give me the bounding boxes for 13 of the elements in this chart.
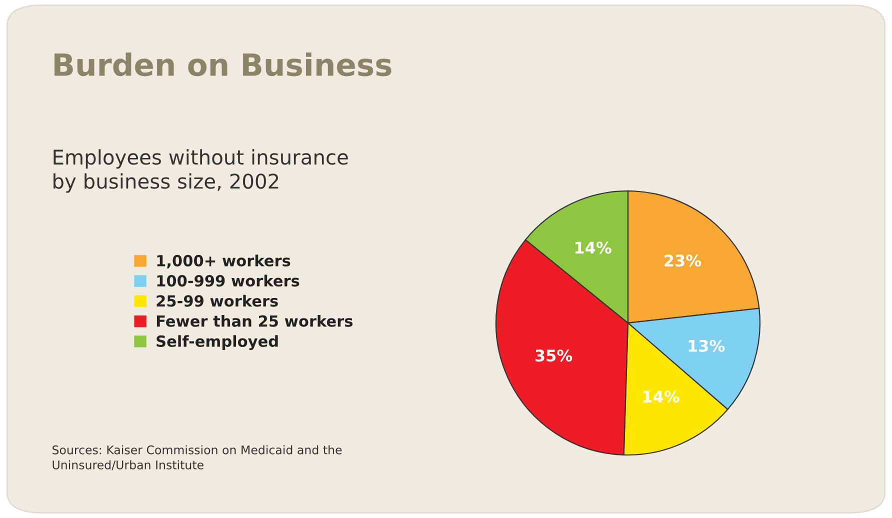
source-note: Sources: Kaiser Commission on Medicaid and the Uninsured/Urban Institute (52, 445, 342, 470)
data-label: 14% (575, 242, 612, 254)
legend-label: Fewer than 25 workers (156, 315, 353, 327)
legend-label: 1,000+ workers (157, 254, 290, 268)
legend-label: 100-999 workers (157, 274, 300, 287)
legend-label: Self-employed (156, 335, 278, 350)
chart-title: Burden on Business (54, 52, 392, 76)
data-label: 35% (535, 350, 572, 362)
chart-subtitle: Employees without insurance by business size, 2002 (54, 149, 348, 193)
data-label: 23% (664, 254, 702, 267)
data-label: 13% (688, 340, 725, 352)
legend-label: 25-99 workers (156, 294, 278, 307)
data-label: 14% (643, 390, 680, 403)
